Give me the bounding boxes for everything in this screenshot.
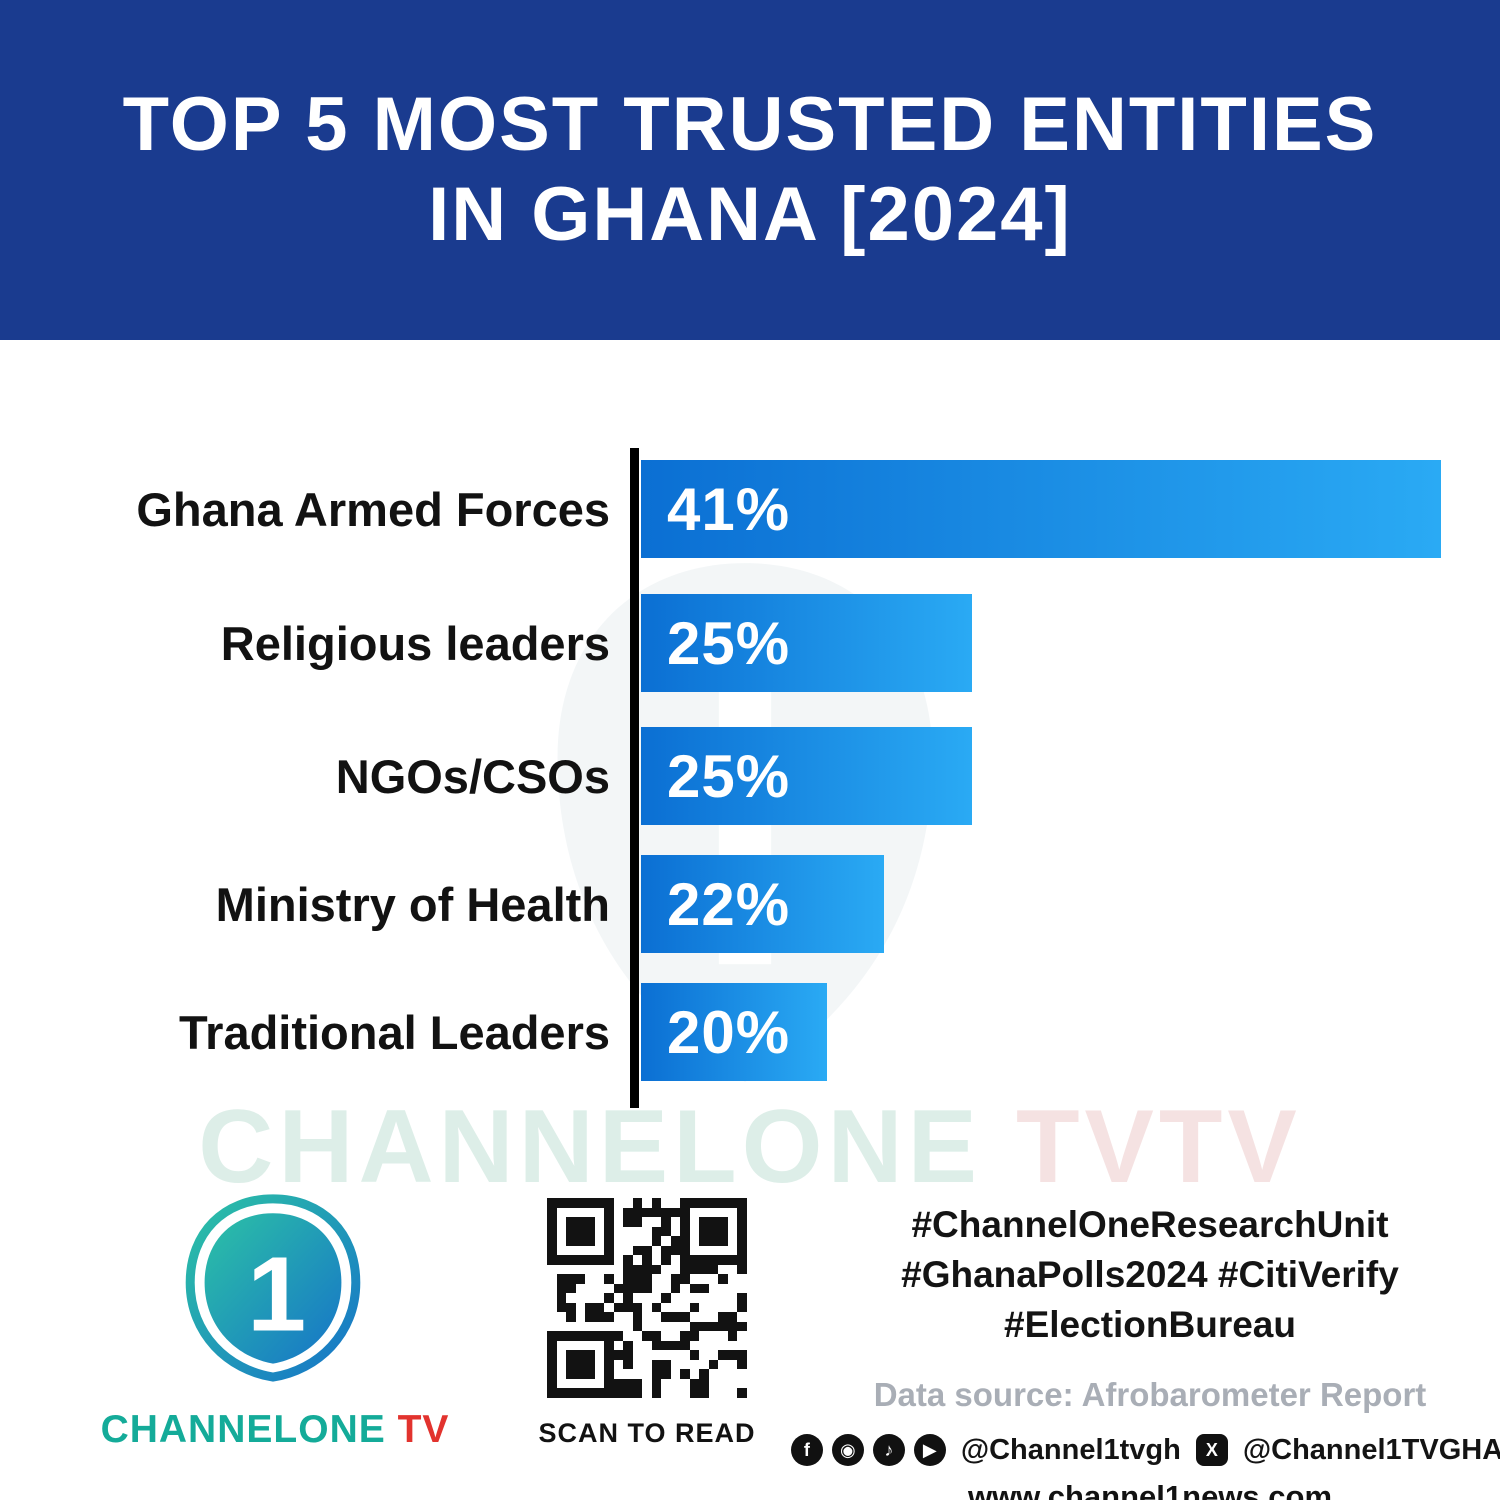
logo-wordmark: CHANNELONE TV (90, 1408, 460, 1452)
x-twitter-icon: X (1195, 1434, 1228, 1467)
youtube-icon: ▶ (913, 1434, 946, 1467)
social-handle-2: @Channel1TVGHA (1242, 1433, 1500, 1466)
page-title-line1: TOP 5 MOST TRUSTED ENTITIES (122, 82, 1378, 168)
brand-watermark-tv: TV (1015, 1089, 1159, 1205)
bar-value-label: 25% (667, 742, 791, 810)
bar-ngos-csos: 25% (641, 727, 972, 825)
bar-label-traditional-leaders: Traditional Leaders (179, 1006, 610, 1059)
bar-value-label: 41% (667, 475, 791, 543)
bar-label-religious-leaders: Religious leaders (220, 617, 610, 670)
bar-label-ghana-armed-forces: Ghana Armed Forces (136, 483, 610, 536)
logo-wordmark-one: ONE (298, 1408, 386, 1451)
bar-religious-leaders: 25% (641, 594, 972, 692)
brand-watermark-main: CHANNELONE (198, 1089, 983, 1205)
bar-value-label: 22% (667, 870, 791, 938)
brand-watermark: CHANNELONE TVTV (198, 1089, 1302, 1205)
qr-code (547, 1198, 747, 1398)
page-title-line2: IN GHANA [2024] (428, 172, 1072, 257)
bar-traditional-leaders: 20% (641, 983, 827, 1081)
footer-right-column: #ChannelOneResearchUnit #GhanaPolls2024 … (790, 1200, 1500, 1500)
social-handle-1: @Channel1tvgh (960, 1433, 1181, 1466)
facebook-icon: f (790, 1434, 823, 1467)
hashtag-line-3: #ElectionBureau (1004, 1303, 1296, 1345)
bar-value-label: 20% (667, 998, 791, 1066)
data-source-note: Data source: Afrobarometer Report (873, 1375, 1427, 1413)
bar-label-ministry-of-health: Ministry of Health (215, 878, 610, 931)
bar-label-ngos-csos: NGOs/CSOs (335, 750, 610, 803)
instagram-icon: ◉ (831, 1434, 864, 1467)
bar-value-label: 25% (667, 609, 791, 677)
hashtag-line-1: #ChannelOneResearchUnit (911, 1204, 1389, 1245)
bar-ministry-of-health: 22% (641, 855, 884, 953)
chart-axis-line (630, 448, 639, 1108)
channel-one-logo: 1 (185, 1194, 361, 1382)
logo-wordmark-tv: TV (385, 1408, 450, 1451)
logo-one-glyph: 1 (247, 1234, 306, 1353)
tiktok-icon: ♪ (872, 1434, 905, 1467)
hashtag-line-2: #GhanaPolls2024 #CitiVerify (901, 1253, 1399, 1295)
header-band: TOP 5 MOST TRUSTED ENTITIES IN GHANA [20… (0, 0, 1500, 340)
social-row: f ◉ ♪ ▶ @Channel1tvgh X @Channel1TVGHA (790, 1433, 1500, 1467)
bar-ghana-armed-forces: 41% (641, 460, 1441, 558)
website-url: www.channel1news.com (967, 1478, 1333, 1500)
logo-wordmark-channel: CHANNEL (100, 1408, 299, 1451)
qr-caption: SCAN TO READ (538, 1418, 756, 1448)
